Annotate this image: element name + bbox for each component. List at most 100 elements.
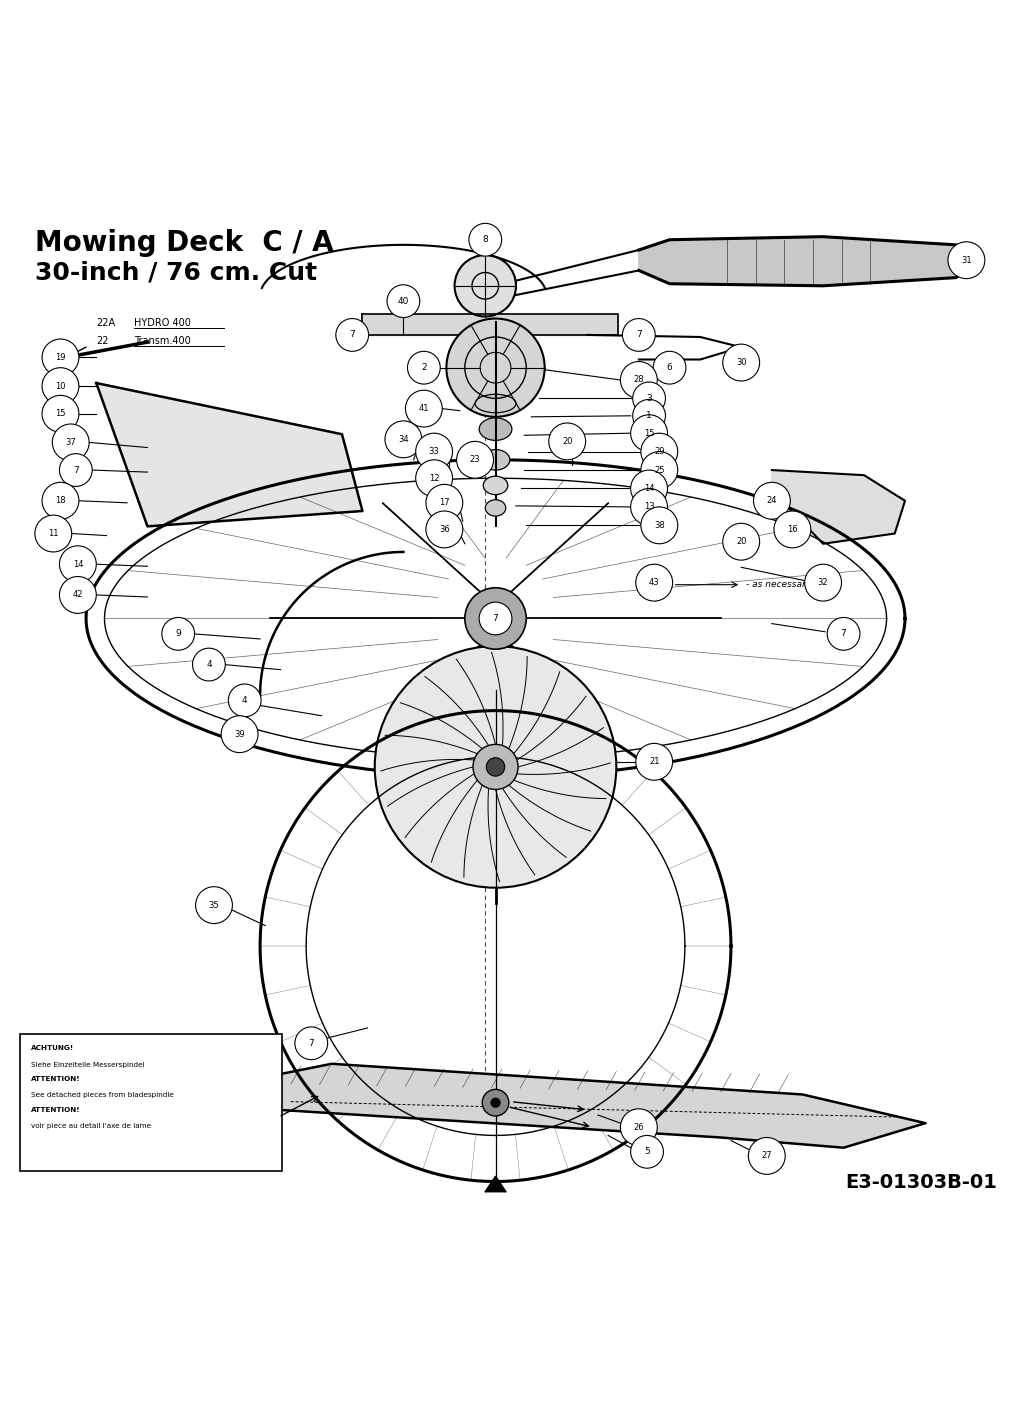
Circle shape (641, 433, 678, 470)
Circle shape (60, 454, 92, 487)
Circle shape (631, 415, 668, 452)
Circle shape (774, 511, 811, 547)
Polygon shape (772, 470, 905, 543)
Text: 6: 6 (667, 363, 673, 373)
Text: 26: 26 (634, 1123, 644, 1132)
Circle shape (828, 618, 860, 650)
Polygon shape (229, 1064, 926, 1147)
FancyBboxPatch shape (20, 1034, 282, 1171)
Circle shape (636, 564, 673, 601)
Circle shape (42, 368, 78, 405)
Text: 1: 1 (646, 411, 652, 420)
Circle shape (805, 564, 841, 601)
Ellipse shape (475, 394, 516, 413)
Circle shape (387, 285, 420, 317)
Circle shape (620, 1109, 657, 1146)
Circle shape (631, 1136, 664, 1168)
Circle shape (295, 1027, 327, 1060)
Circle shape (162, 618, 195, 650)
Circle shape (549, 423, 585, 460)
Text: 10: 10 (56, 381, 66, 391)
Circle shape (60, 546, 96, 583)
Text: 25: 25 (654, 466, 665, 474)
Circle shape (722, 344, 760, 381)
Text: 7: 7 (73, 466, 78, 474)
Text: 3: 3 (646, 394, 652, 404)
Circle shape (408, 351, 441, 384)
Text: 13: 13 (644, 502, 654, 511)
Text: 18: 18 (55, 497, 66, 505)
Text: 14: 14 (72, 560, 84, 569)
Text: 12: 12 (429, 474, 440, 483)
Circle shape (641, 452, 678, 488)
Circle shape (385, 420, 422, 457)
Polygon shape (639, 237, 976, 286)
Text: 7: 7 (350, 330, 355, 340)
Text: 29: 29 (654, 447, 665, 456)
Circle shape (426, 484, 462, 521)
Text: 37: 37 (65, 437, 76, 447)
Text: 34: 34 (398, 435, 409, 444)
Ellipse shape (479, 418, 512, 440)
Text: 15: 15 (644, 429, 654, 437)
Text: 27: 27 (762, 1151, 772, 1160)
Circle shape (416, 460, 453, 497)
Text: 33: 33 (428, 447, 440, 456)
Text: 38: 38 (654, 521, 665, 531)
Circle shape (193, 648, 225, 682)
Text: 9: 9 (175, 629, 181, 638)
Text: 7: 7 (492, 614, 498, 624)
Text: 32: 32 (817, 579, 829, 587)
Text: 7: 7 (841, 629, 846, 638)
Text: See detached pieces from bladespindle: See detached pieces from bladespindle (31, 1092, 173, 1098)
Text: 24: 24 (767, 497, 777, 505)
Text: 41: 41 (419, 404, 429, 413)
Text: 7: 7 (309, 1038, 314, 1048)
Text: 22A: 22A (96, 317, 116, 327)
Text: 30: 30 (736, 358, 746, 367)
Circle shape (748, 1137, 785, 1174)
Text: voir piece au detail l'axe de lame: voir piece au detail l'axe de lame (31, 1123, 151, 1129)
Ellipse shape (481, 450, 510, 470)
Circle shape (622, 319, 655, 351)
Circle shape (228, 684, 261, 717)
Circle shape (53, 423, 89, 461)
Circle shape (42, 483, 78, 519)
Circle shape (42, 395, 78, 432)
Circle shape (722, 523, 760, 560)
Circle shape (620, 361, 657, 398)
Text: 40: 40 (397, 296, 409, 306)
Circle shape (447, 319, 545, 416)
Text: ATTENTION!: ATTENTION! (31, 1106, 80, 1113)
Text: Transm.400: Transm.400 (134, 336, 191, 346)
Circle shape (426, 511, 462, 547)
Text: 43: 43 (649, 579, 659, 587)
Circle shape (375, 646, 616, 888)
Text: 20: 20 (736, 538, 746, 546)
Text: 42: 42 (72, 590, 84, 600)
Circle shape (196, 886, 232, 924)
Text: 35: 35 (208, 900, 220, 910)
Ellipse shape (483, 476, 508, 495)
Text: 4: 4 (241, 696, 248, 706)
Circle shape (221, 715, 258, 752)
Text: 23: 23 (470, 456, 480, 464)
Text: HYDRO 400: HYDRO 400 (134, 317, 191, 327)
Polygon shape (362, 315, 618, 334)
Circle shape (469, 223, 502, 257)
Text: 19: 19 (56, 353, 66, 363)
Text: 8: 8 (482, 236, 488, 244)
Text: 31: 31 (961, 255, 972, 265)
Circle shape (753, 483, 791, 519)
Ellipse shape (485, 499, 506, 516)
Circle shape (631, 488, 668, 525)
Text: Mowing Deck  C / A: Mowing Deck C / A (35, 230, 333, 257)
Text: Siehe Einzelteile Messerspindel: Siehe Einzelteile Messerspindel (31, 1061, 144, 1068)
Text: 15: 15 (56, 409, 66, 418)
Circle shape (35, 515, 72, 552)
Circle shape (479, 602, 512, 635)
Text: E3-01303B-01: E3-01303B-01 (845, 1173, 997, 1192)
Circle shape (60, 577, 96, 614)
Text: 20: 20 (562, 437, 573, 446)
Circle shape (948, 241, 985, 278)
